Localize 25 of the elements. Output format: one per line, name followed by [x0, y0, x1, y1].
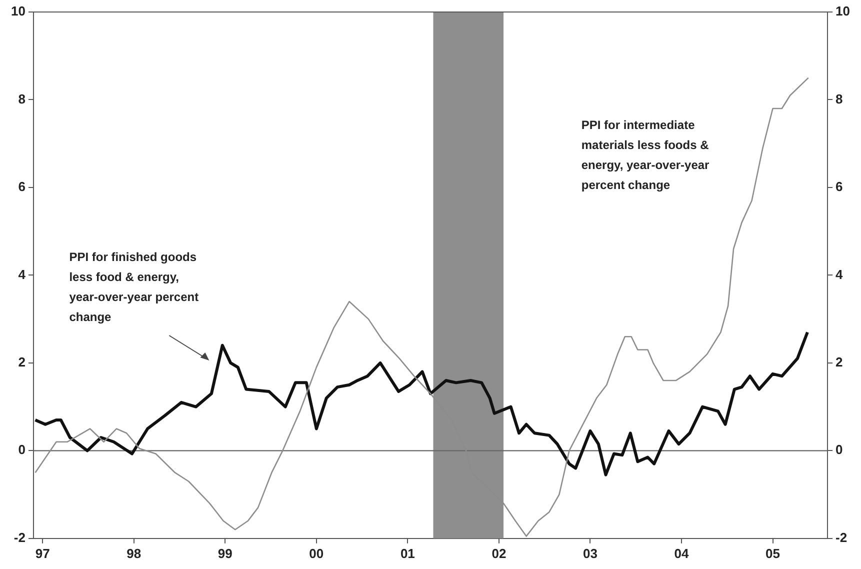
x-tick-label: 04: [674, 546, 690, 561]
x-tick-label: 02: [492, 546, 506, 561]
y2-tick-label: -2: [836, 530, 848, 545]
y-tick-label: 4: [18, 266, 26, 282]
y2-tick-label: 2: [836, 354, 843, 370]
y2-tick-label: 0: [836, 442, 843, 458]
x-tick-label: 03: [582, 546, 598, 561]
y2-tick-label: 6: [836, 179, 843, 194]
y2-tick-label: 4: [836, 266, 844, 282]
annotation: PPI for finished goods less food & energy, year-over-year percent change: [69, 250, 199, 324]
x-tick-label: 98: [126, 546, 142, 561]
x-tick-label: 99: [218, 546, 232, 561]
y-tick-label: 6: [18, 179, 26, 194]
x-tick-label: 97: [35, 546, 50, 561]
y-tick-label: 0: [18, 442, 26, 458]
y-tick-label: 8: [18, 91, 26, 106]
y-tick-label: 2: [18, 354, 26, 370]
x-tick-label: 05: [766, 546, 780, 561]
y2-tick-label: 10: [836, 4, 850, 19]
x-tick-label: 00: [309, 546, 324, 561]
x-tick-label: 01: [400, 546, 415, 561]
y2-tick-label: 8: [836, 91, 843, 106]
y-tick-label: 10: [10, 4, 26, 19]
annotation: PPI for intermediate materials less foods & energy, year-over-year percent change: [581, 118, 710, 192]
y-tick-label: -2: [14, 530, 26, 545]
